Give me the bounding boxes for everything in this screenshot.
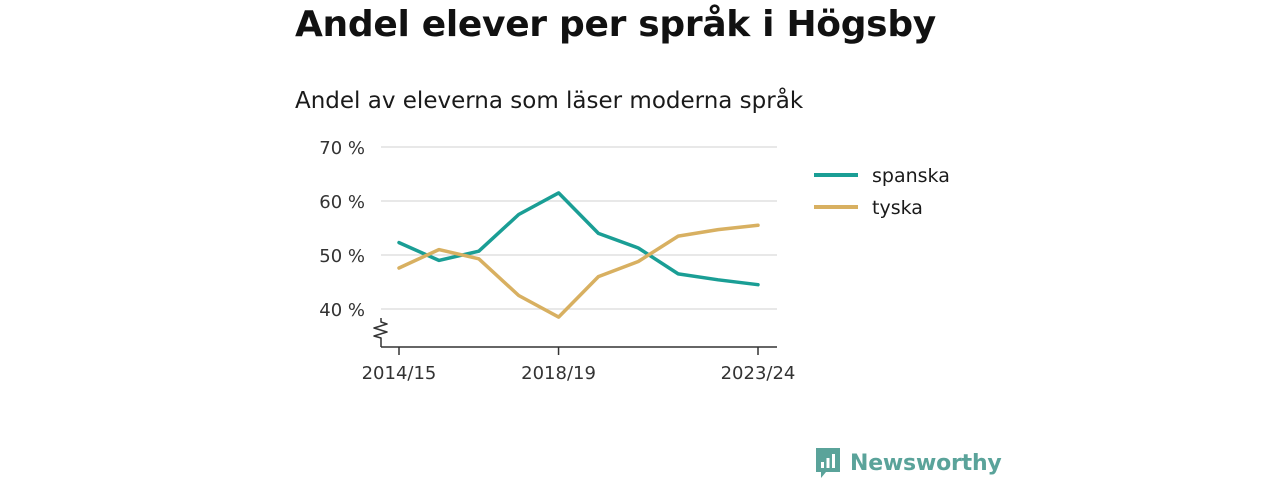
y-tick-label: 60 %	[319, 192, 365, 213]
chart-title: Andel elever per språk i Högsby	[295, 4, 936, 45]
y-tick-label: 40 %	[319, 300, 365, 321]
bar-chart-icon	[816, 448, 840, 478]
legend-label-spanska: spanska	[872, 165, 950, 187]
y-axis-break-icon	[373, 318, 388, 347]
y-tick-label: 50 %	[319, 246, 365, 267]
legend: spanska tyska	[814, 165, 950, 219]
x-axis-ticks: 2014/15 2018/19 2023/24	[362, 347, 796, 384]
y-axis-labels: 70 % 60 % 50 % 40 %	[319, 138, 365, 321]
brand-name: Newsworthy	[850, 450, 1002, 476]
legend-label-tyska: tyska	[872, 197, 923, 219]
x-tick-label: 2018/19	[521, 363, 596, 384]
axes	[373, 318, 777, 348]
line-chart: 70 % 60 % 50 % 40 % 2014/15 2018/19 2023/24 s…	[319, 138, 950, 384]
series-line-spanska	[397, 191, 760, 287]
y-tick-label: 70 %	[319, 138, 365, 159]
x-tick-label: 2014/15	[362, 363, 437, 384]
gridlines	[381, 146, 777, 310]
chart-subtitle: Andel av eleverna som läser moderna språ…	[295, 88, 804, 114]
series-lines	[397, 191, 760, 319]
x-tick-label: 2023/24	[721, 363, 796, 384]
newsworthy-logo: Newsworthy	[814, 446, 1002, 480]
series-line-tyska	[397, 223, 760, 319]
